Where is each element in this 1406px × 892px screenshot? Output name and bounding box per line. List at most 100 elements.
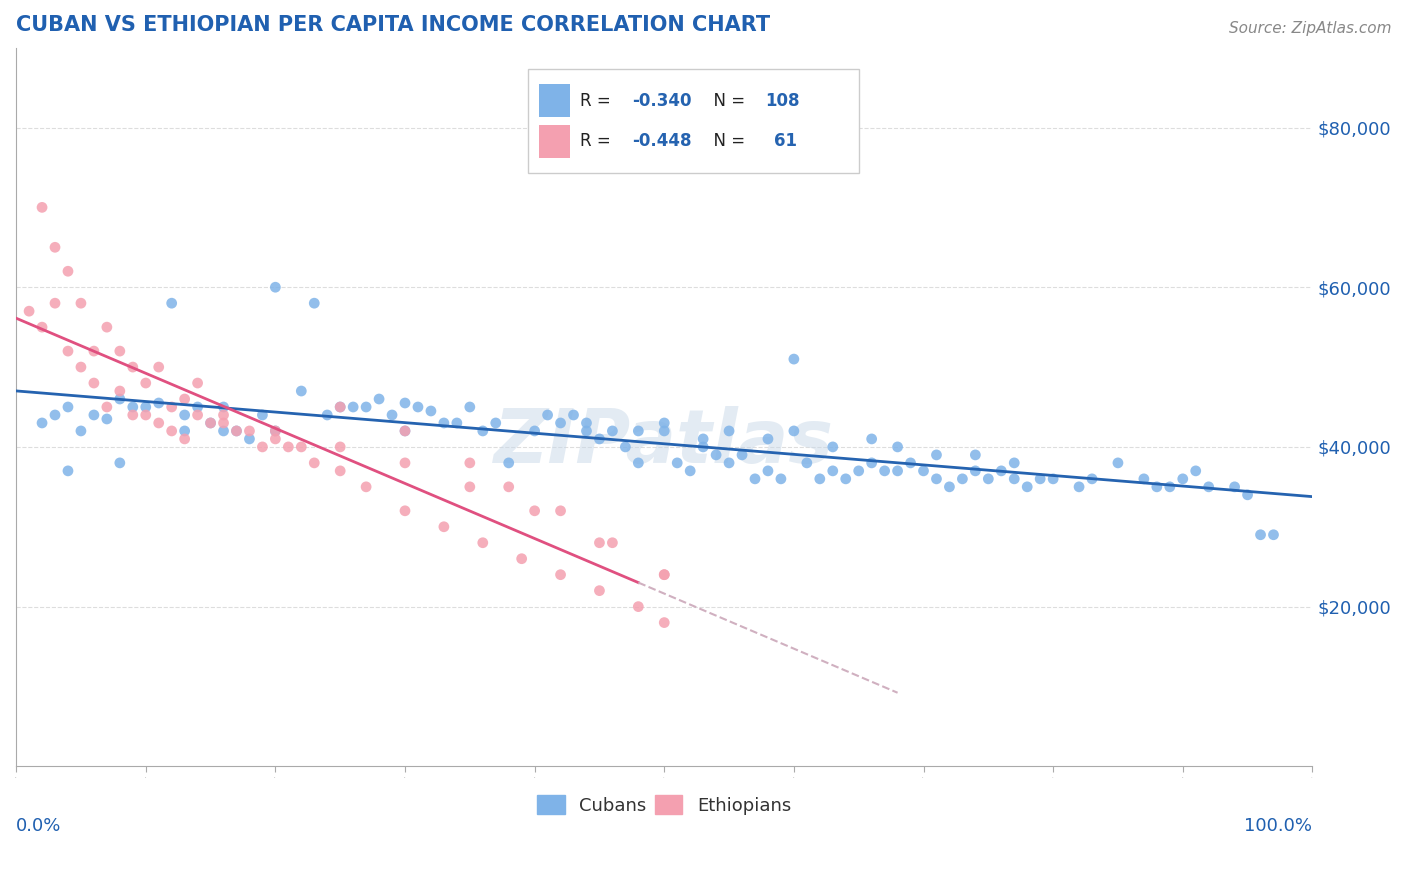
Point xyxy=(1017,480,1039,494)
Point xyxy=(835,472,858,486)
Point xyxy=(1171,472,1194,486)
Point xyxy=(187,400,209,414)
Point xyxy=(342,400,364,414)
Point xyxy=(277,440,299,454)
Point xyxy=(718,456,741,470)
Point xyxy=(264,432,287,446)
Point xyxy=(925,448,948,462)
Point xyxy=(394,456,416,470)
Text: R =: R = xyxy=(581,132,616,150)
Point xyxy=(756,432,779,446)
Point xyxy=(575,424,598,438)
Point xyxy=(925,472,948,486)
Point xyxy=(627,599,650,614)
Point xyxy=(1223,480,1246,494)
Point xyxy=(471,424,494,438)
Point xyxy=(652,424,675,438)
Point xyxy=(329,400,352,414)
Point xyxy=(731,448,754,462)
Point xyxy=(121,400,143,414)
Point xyxy=(796,456,818,470)
Point xyxy=(212,416,235,430)
Point xyxy=(225,424,247,438)
Point xyxy=(602,535,624,549)
Text: R =: R = xyxy=(581,92,616,110)
Text: N =: N = xyxy=(703,92,751,110)
Point xyxy=(588,583,610,598)
Text: 0.0%: 0.0% xyxy=(15,817,62,835)
Point xyxy=(912,464,935,478)
Point xyxy=(860,432,883,446)
Point xyxy=(550,567,572,582)
Point xyxy=(1002,456,1025,470)
Point xyxy=(588,535,610,549)
Point xyxy=(148,416,170,430)
Point xyxy=(160,424,183,438)
Point xyxy=(148,360,170,375)
Text: CUBAN VS ETHIOPIAN PER CAPITA INCOME CORRELATION CHART: CUBAN VS ETHIOPIAN PER CAPITA INCOME COR… xyxy=(15,15,770,35)
Point xyxy=(70,424,93,438)
Point xyxy=(1107,456,1129,470)
Point xyxy=(692,440,714,454)
Point xyxy=(433,520,456,534)
Point xyxy=(886,464,908,478)
Point xyxy=(354,400,377,414)
Point xyxy=(394,424,416,438)
Point xyxy=(394,504,416,518)
Point xyxy=(108,392,131,406)
Point xyxy=(704,448,727,462)
Point xyxy=(264,424,287,438)
Point xyxy=(485,416,508,430)
Text: Source: ZipAtlas.com: Source: ZipAtlas.com xyxy=(1229,21,1392,36)
Point xyxy=(173,408,195,422)
Text: ZIPatlas: ZIPatlas xyxy=(495,407,834,479)
Point xyxy=(135,376,157,390)
Point xyxy=(290,384,312,398)
Point xyxy=(783,352,806,367)
Point xyxy=(160,296,183,310)
Point xyxy=(950,472,973,486)
Point xyxy=(381,408,404,422)
Point xyxy=(83,376,105,390)
Point xyxy=(187,408,209,422)
Point xyxy=(783,424,806,438)
Point xyxy=(329,464,352,478)
Point xyxy=(965,464,987,478)
Point xyxy=(225,424,247,438)
Point xyxy=(808,472,831,486)
Point xyxy=(108,456,131,470)
Point xyxy=(652,416,675,430)
Point xyxy=(96,400,118,414)
Point xyxy=(627,456,650,470)
Point xyxy=(406,400,429,414)
Legend: Cubans, Ethiopians: Cubans, Ethiopians xyxy=(530,789,799,822)
Point xyxy=(1029,472,1052,486)
Text: 108: 108 xyxy=(765,92,800,110)
Point xyxy=(523,504,546,518)
Point xyxy=(652,615,675,630)
Point xyxy=(108,344,131,359)
Text: N =: N = xyxy=(703,132,751,150)
Text: -0.340: -0.340 xyxy=(631,92,692,110)
Point xyxy=(316,408,339,422)
Point xyxy=(652,567,675,582)
Point xyxy=(498,480,520,494)
Point xyxy=(666,456,689,470)
Point xyxy=(588,432,610,446)
Point xyxy=(354,480,377,494)
Point xyxy=(458,456,481,470)
Point xyxy=(56,344,79,359)
Point xyxy=(679,464,702,478)
Bar xyxy=(529,70,859,173)
Point xyxy=(56,400,79,414)
Point xyxy=(56,264,79,278)
Point xyxy=(446,416,468,430)
Point xyxy=(160,400,183,414)
Point xyxy=(821,440,844,454)
Point xyxy=(575,416,598,430)
Point xyxy=(329,400,352,414)
Point xyxy=(471,535,494,549)
Text: 61: 61 xyxy=(775,132,797,150)
Point xyxy=(965,448,987,462)
Point xyxy=(744,472,766,486)
